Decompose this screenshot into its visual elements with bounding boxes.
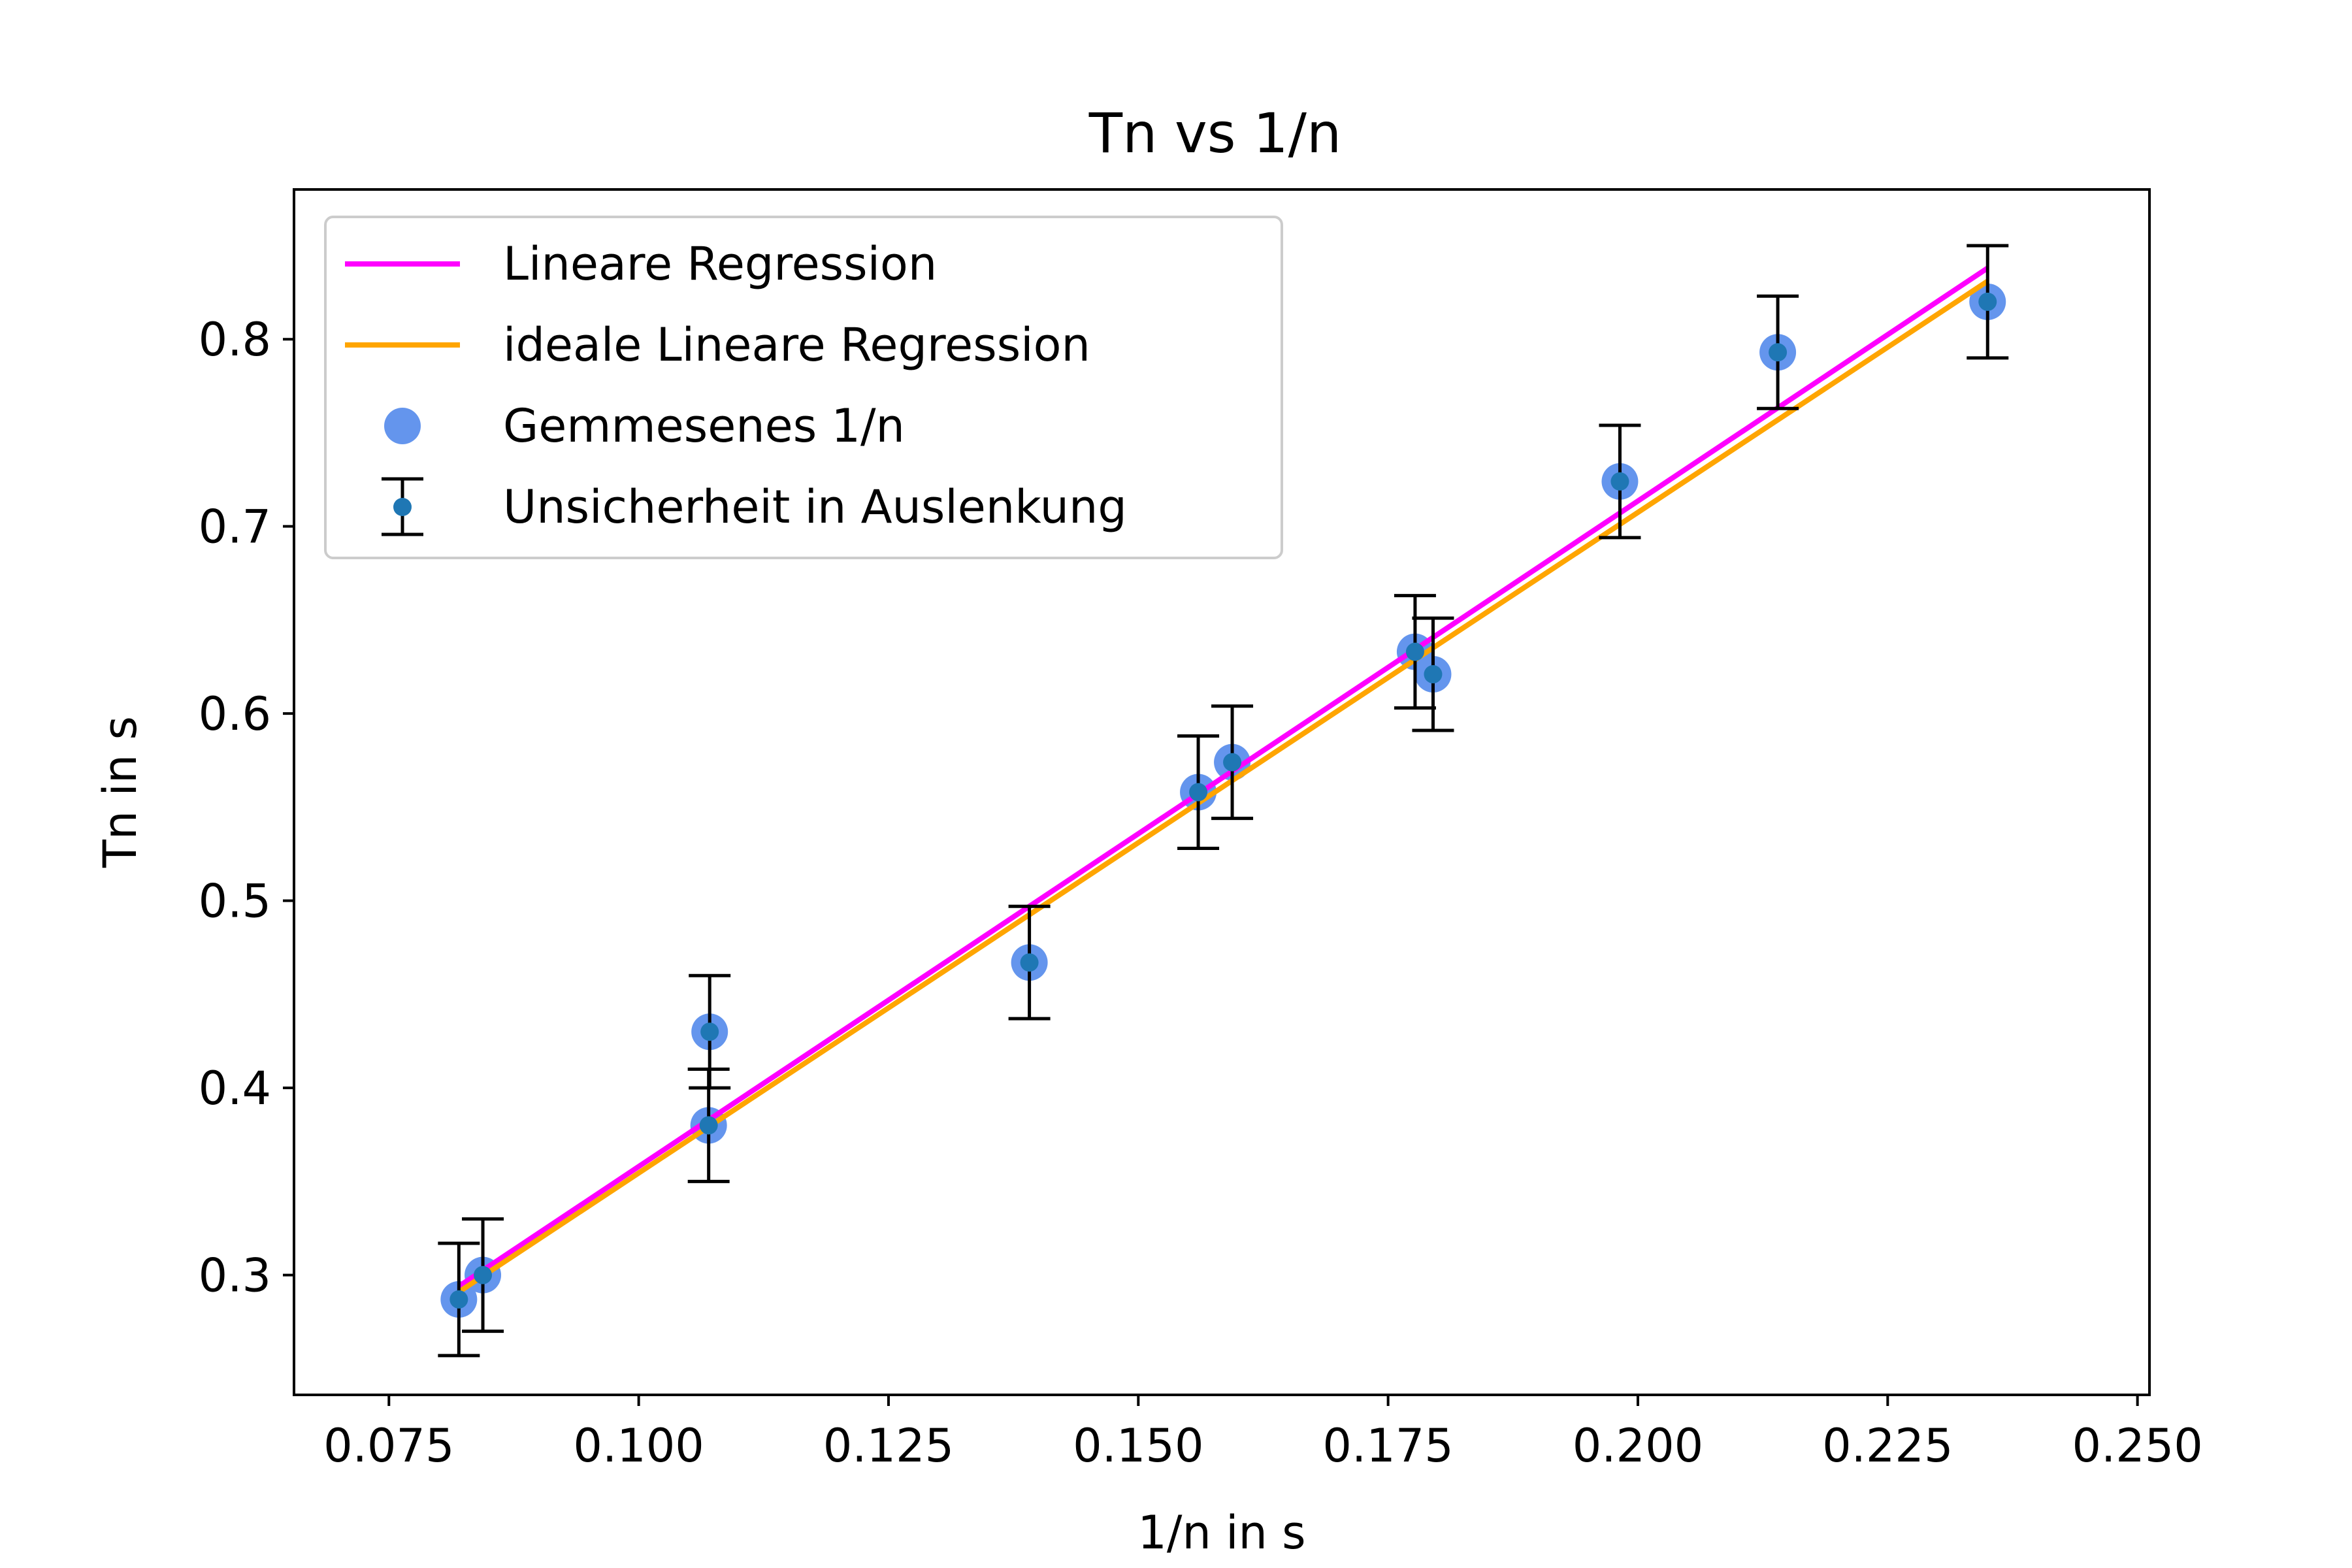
y-axis: 0.3 0.4 0.5 0.6 0.7 0.8 xyxy=(199,313,294,1303)
legend: Lineare Regression ideale Lineare Regres… xyxy=(324,216,1283,559)
error-bar xyxy=(1008,904,1051,1021)
x-tick-label: 0.200 xyxy=(1573,1419,1703,1473)
x-tick-label: 0.100 xyxy=(573,1419,704,1473)
regression-line xyxy=(457,265,1989,1289)
x-tick-label: 0.250 xyxy=(2072,1419,2202,1473)
error-bar xyxy=(1757,294,1799,410)
error-bar-marker xyxy=(1610,472,1629,491)
x-tick-label: 0.125 xyxy=(823,1419,954,1473)
y-tick-label: 0.6 xyxy=(199,687,271,741)
error-bar-marker xyxy=(700,1022,719,1041)
error-bar-marker xyxy=(1978,292,1997,311)
x-axis-label: 1/n in s xyxy=(1137,1506,1305,1560)
error-bar xyxy=(689,973,731,1090)
x-axis: 0.075 0.100 0.125 0.150 0.175 0.200 0.225 0.250 xyxy=(323,1395,2203,1473)
error-bar xyxy=(1211,704,1254,821)
error-bar xyxy=(438,1241,480,1358)
error-bar xyxy=(462,1217,504,1333)
x-tick-label: 0.150 xyxy=(1073,1419,1203,1473)
y-tick-label: 0.8 xyxy=(199,313,271,367)
error-bar-marker xyxy=(449,1290,468,1309)
error-bar-marker xyxy=(1020,953,1039,972)
plot-content xyxy=(438,244,2009,1358)
error-bar-marker xyxy=(474,1266,493,1284)
plot-frame xyxy=(293,188,2151,1396)
x-tick-label: 0.075 xyxy=(323,1419,454,1473)
y-tick-label: 0.7 xyxy=(199,500,271,554)
x-tick-label: 0.225 xyxy=(1822,1419,1953,1473)
legend-label-lineare-regression: Lineare Regression xyxy=(503,237,937,291)
error-bar-marker xyxy=(1424,665,1443,684)
error-bar-marker xyxy=(699,1116,718,1135)
error-bar xyxy=(1967,244,2009,360)
y-tick-label: 0.3 xyxy=(199,1249,271,1303)
error-bar xyxy=(1177,734,1220,850)
error-bar-marker xyxy=(1223,753,1242,772)
error-bar xyxy=(1394,594,1436,710)
legend-label-gemmesenes: Gemmesenes 1/n xyxy=(503,399,905,453)
chart-title: Tn vs 1/n xyxy=(1088,101,1341,165)
x-tick-label: 0.175 xyxy=(1322,1419,1453,1473)
legend-box xyxy=(324,216,1283,559)
y-tick-label: 0.5 xyxy=(199,875,271,928)
legend-marker-gemmesenes xyxy=(384,408,421,444)
error-bar-marker xyxy=(1189,783,1208,802)
error-bar-marker xyxy=(1769,343,1788,362)
legend-label-unsicherheit: Unsicherheit in Auslenkung xyxy=(503,480,1127,534)
y-tick-label: 0.4 xyxy=(199,1062,271,1115)
legend-marker-unsicherheit xyxy=(382,477,423,536)
error-bar-marker xyxy=(1405,642,1424,661)
error-bar xyxy=(1599,423,1641,540)
y-axis-label: Tn in s xyxy=(93,716,147,868)
legend-label-ideale-lineare-regression: ideale Lineare Regression xyxy=(503,318,1090,372)
error-bar xyxy=(1412,616,1454,732)
